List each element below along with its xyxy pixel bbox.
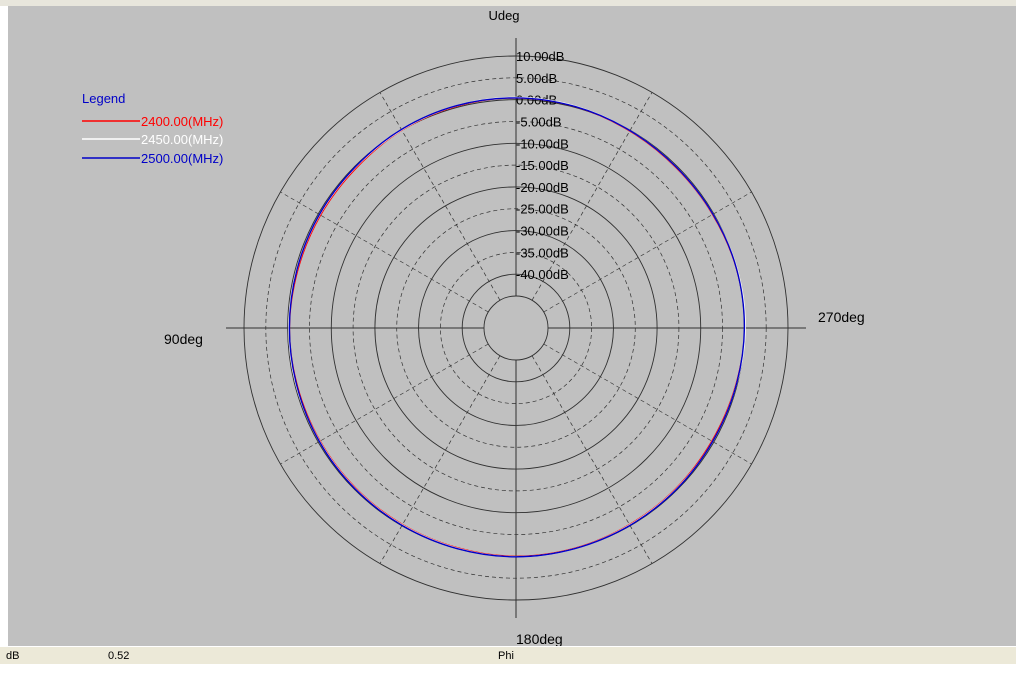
radial-tick-label: -35.00dB [516, 245, 569, 260]
radial-tick-label: -10.00dB [516, 136, 569, 151]
series-line-250000 [288, 97, 746, 558]
legend-entry-2500: 2500.00(MHz) [141, 151, 223, 166]
angle-label-bottom: 180deg [516, 631, 563, 646]
top-label: Udeg [488, 8, 519, 23]
grid-spoke [543, 191, 752, 313]
angle-label-left: 90deg [164, 331, 203, 347]
polar-chart: 10.00dB 5.00dB 0.00dB -5.00dB -10.00dB -15.00… [82, 8, 865, 646]
legend-title: Legend [82, 91, 125, 106]
radial-tick-label: -5.00dB [516, 114, 562, 129]
status-bar: dB 0.52 Phi [0, 646, 1016, 665]
radial-tick-label: 0.00dB [516, 93, 557, 108]
radial-tick-label: -15.00dB [516, 158, 569, 173]
toolbar-strip [0, 0, 1016, 6]
status-unit: dB [6, 650, 20, 662]
legend: Legend 2400.00(MHz) 2450.00(MHz) 2500.00… [82, 91, 223, 166]
radial-tick-label: 5.00dB [516, 71, 557, 86]
grid-spoke [379, 355, 501, 564]
legend-entry-2450: 2450.00(MHz) [141, 132, 223, 147]
angle-label-right: 270deg [818, 309, 865, 325]
grid-spoke [379, 92, 501, 301]
bottom-margin [0, 664, 1016, 679]
grid-spoke [531, 355, 653, 564]
grid-spoke [280, 191, 489, 313]
radial-tick-label: -20.00dB [516, 180, 569, 195]
radial-tick-label: 10.00dB [516, 49, 564, 64]
grid-ring-inner [483, 295, 549, 361]
grid-spoke [543, 343, 752, 465]
series-group [288, 96, 746, 558]
axis-labels: Udeg 90deg 270deg 180deg [164, 8, 865, 646]
radial-tick-label: -30.00dB [516, 224, 569, 239]
grid-spoke [531, 92, 653, 301]
status-axis-label: Phi [498, 650, 514, 662]
radial-tick-label: -40.00dB [516, 267, 569, 282]
radial-tick-label: -25.00dB [516, 202, 569, 217]
polar-grid: 10.00dB 5.00dB 0.00dB -5.00dB -10.00dB -15.00… [226, 38, 806, 618]
legend-entry-2400: 2400.00(MHz) [141, 114, 223, 129]
polar-plot-area[interactable]: 10.00dB 5.00dB 0.00dB -5.00dB -10.00dB -15.00… [8, 6, 1016, 646]
status-value: 0.52 [108, 650, 130, 662]
grid-spoke [280, 343, 489, 465]
